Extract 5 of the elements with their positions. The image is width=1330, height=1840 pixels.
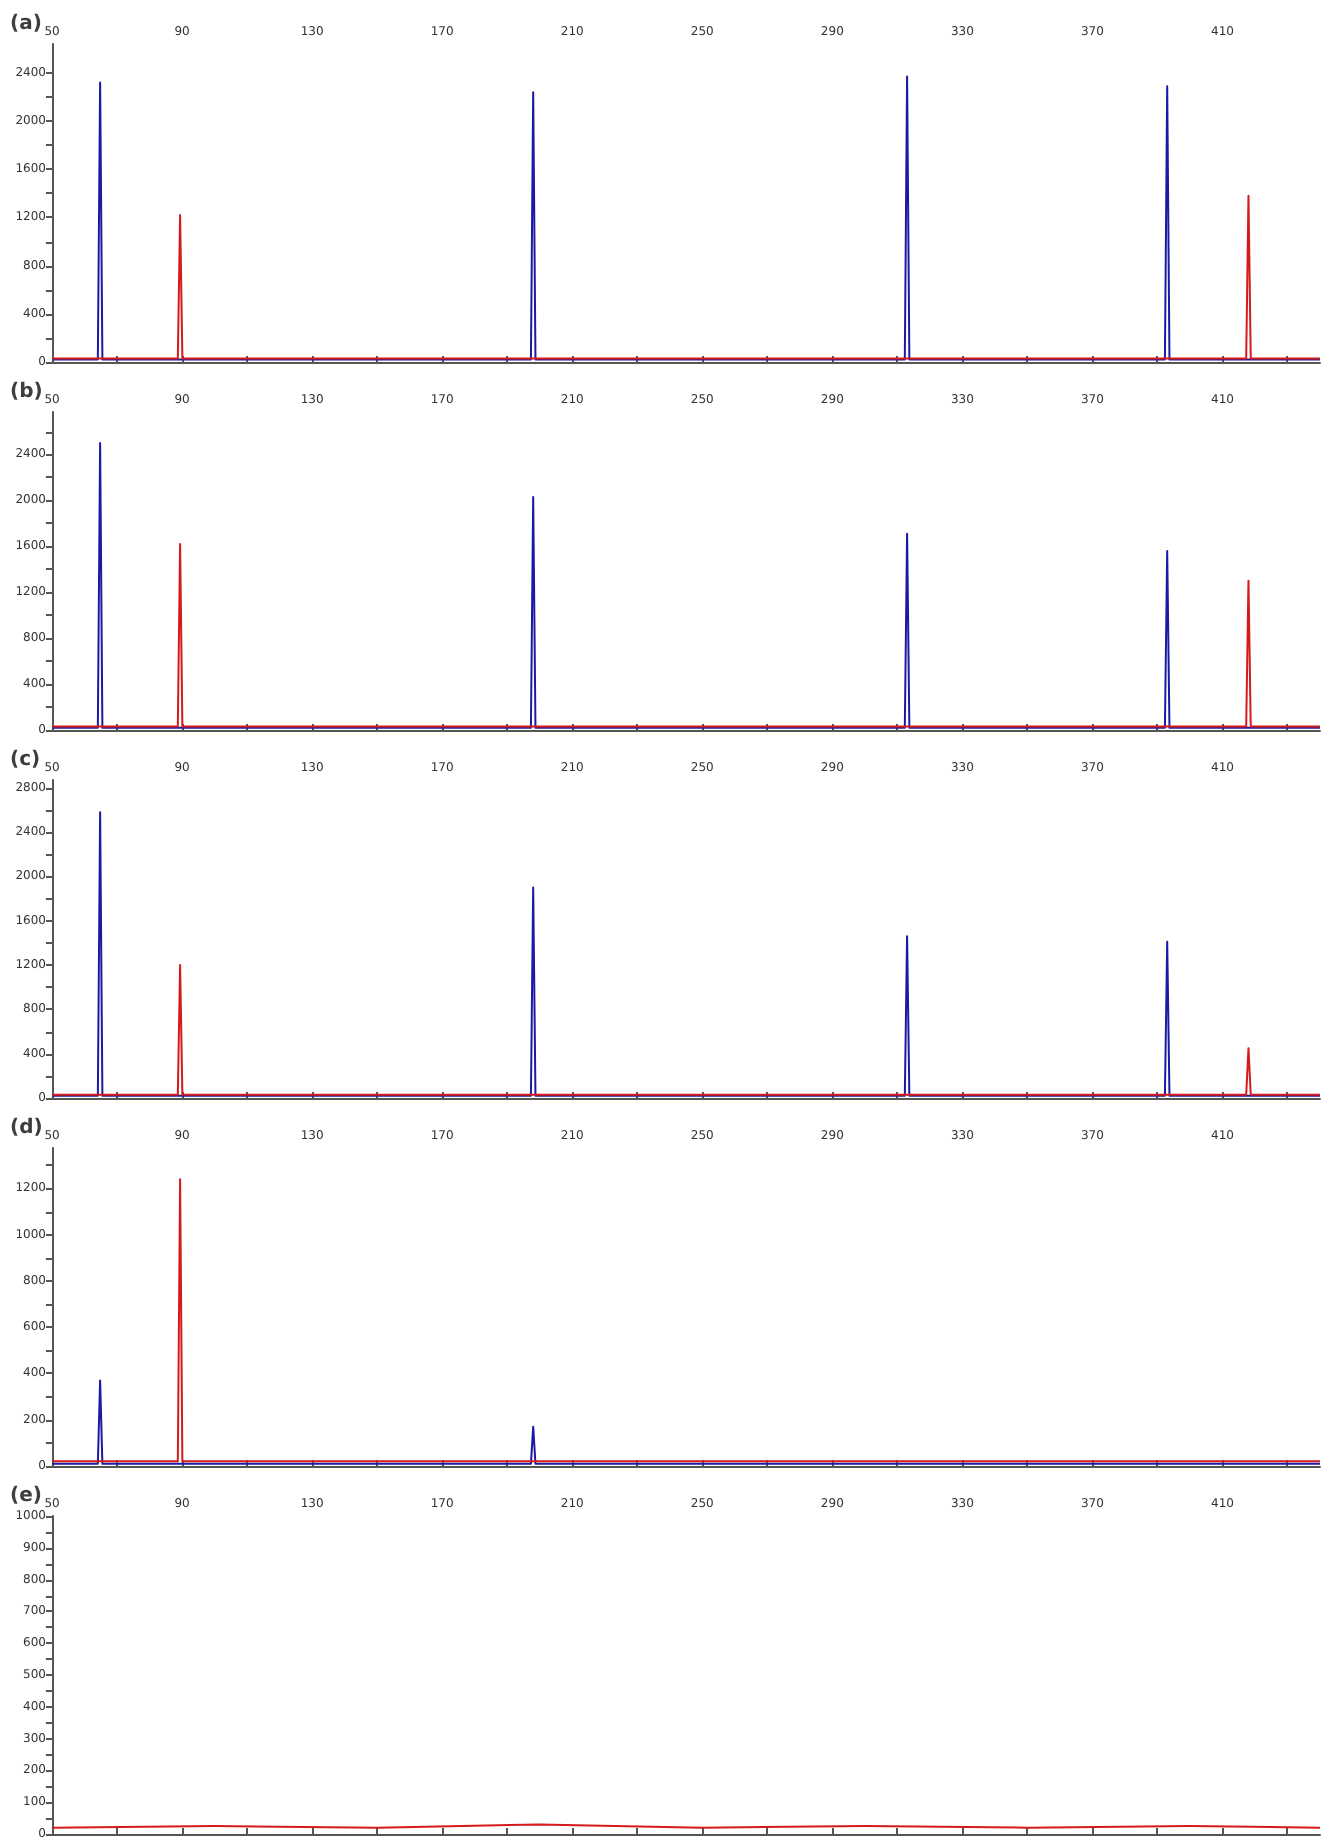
chart-title: (b) — [10, 381, 43, 403]
chart-title: (a) — [10, 13, 42, 35]
chart-title: (c) — [10, 749, 41, 771]
chart-title: (d) — [10, 1117, 43, 1139]
chart-title: (e) — [10, 1485, 42, 1507]
